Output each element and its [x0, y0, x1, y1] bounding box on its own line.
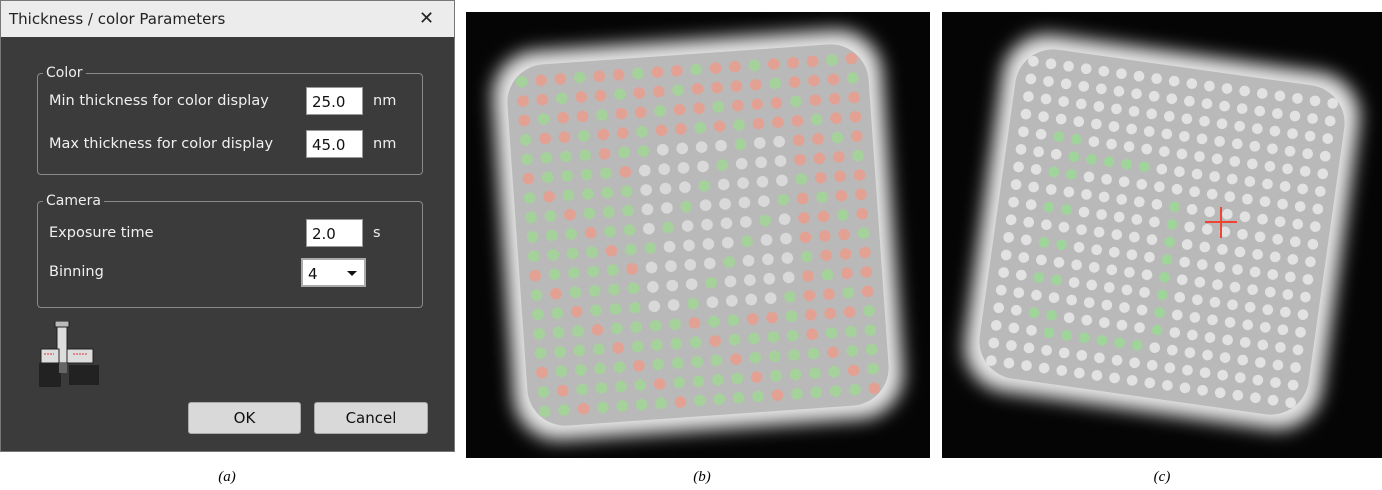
- micrograph: [942, 12, 1382, 458]
- title-bar: Thickness / color Parameters ✕: [1, 1, 454, 37]
- close-button[interactable]: ✕: [419, 1, 434, 37]
- group-box: [37, 73, 423, 175]
- dialog: Thickness / color Parameters ✕ Color Min…: [0, 0, 455, 452]
- grid-square: [959, 29, 1366, 436]
- caption: (b): [693, 469, 711, 486]
- group-label: Camera: [43, 193, 104, 209]
- group-label: Color: [43, 65, 86, 81]
- group-box: [37, 201, 423, 308]
- caption: (a): [218, 469, 236, 486]
- text-input[interactable]: 25.0: [306, 87, 363, 115]
- unit-label: s: [373, 223, 381, 243]
- microscope-icon: [37, 321, 103, 389]
- caption: (c): [1154, 469, 1171, 486]
- text-input[interactable]: 45.0: [306, 130, 363, 158]
- micrograph: [466, 12, 930, 458]
- dropdown-arrow: [347, 271, 357, 277]
- text-input[interactable]: 2.0: [306, 219, 363, 247]
- grid-square: [490, 27, 906, 443]
- unit-label: nm: [373, 134, 396, 154]
- unit-label: nm: [373, 91, 396, 111]
- field-label: Min thickness for color display: [49, 91, 269, 111]
- page: Thickness / color Parameters ✕ Color Min…: [0, 0, 1382, 490]
- dialog-title: Thickness / color Parameters: [9, 1, 225, 37]
- dropdown[interactable]: 4: [301, 258, 366, 287]
- field-label: Max thickness for color display: [49, 134, 273, 154]
- dropdown-value: 4: [308, 265, 318, 283]
- field-label: Binning: [49, 262, 104, 282]
- field-label: Exposure time: [49, 223, 154, 243]
- cancel-button[interactable]: Cancel: [314, 402, 428, 434]
- ok-button[interactable]: OK: [188, 402, 301, 434]
